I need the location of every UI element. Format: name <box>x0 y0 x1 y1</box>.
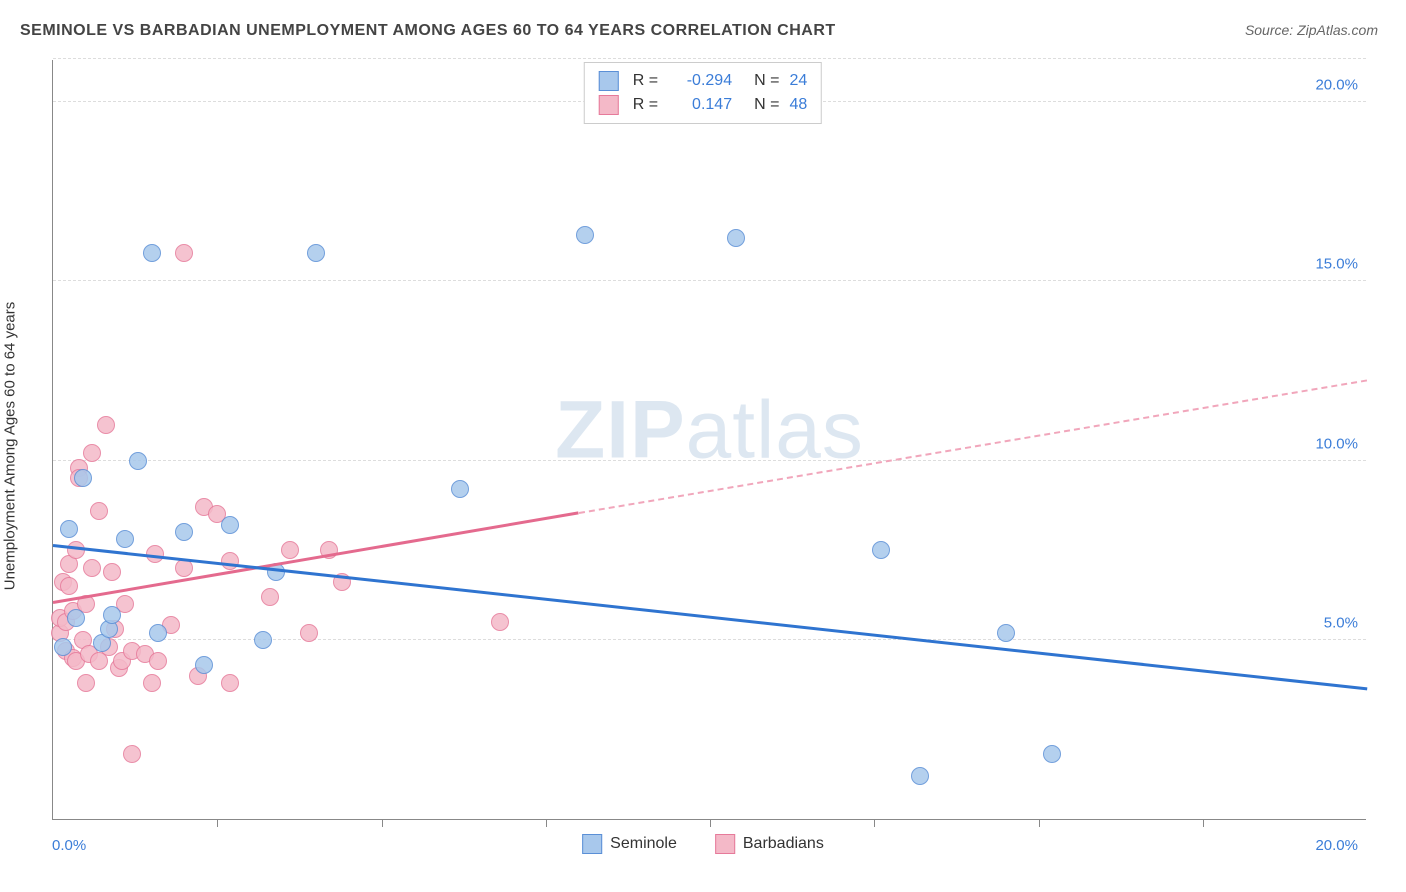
n-label: N = <box>754 96 779 114</box>
scatter-point <box>123 745 141 763</box>
r-value-seminole: -0.294 <box>668 72 732 90</box>
scatter-point <box>300 624 318 642</box>
scatter-point <box>143 244 161 262</box>
watermark-light: atlas <box>686 384 864 475</box>
legend-item-seminole: Seminole <box>582 834 677 854</box>
scatter-chart: ZIPatlas 5.0% 10.0% 15.0% 20.0% <box>52 60 1366 820</box>
scatter-point <box>67 609 85 627</box>
gridline <box>53 58 1366 59</box>
watermark-bold: ZIP <box>555 384 686 475</box>
y-tick-label: 15.0% <box>1315 256 1358 273</box>
x-minor-tick <box>710 819 711 827</box>
scatter-point <box>149 652 167 670</box>
scatter-point <box>97 416 115 434</box>
n-label: N = <box>754 72 779 90</box>
trend-line <box>53 544 1367 690</box>
gridline <box>53 280 1366 281</box>
scatter-point <box>261 588 279 606</box>
y-tick-label: 10.0% <box>1315 435 1358 452</box>
scatter-point <box>727 229 745 247</box>
scatter-point <box>83 559 101 577</box>
r-label: R = <box>633 96 658 114</box>
trend-line <box>53 511 579 604</box>
legend-label: Barbadians <box>743 835 824 853</box>
legend-item-barbadians: Barbadians <box>715 834 824 854</box>
gridline <box>53 639 1366 640</box>
n-value-barbadians: 48 <box>789 96 807 114</box>
scatter-point <box>307 244 325 262</box>
scatter-point <box>281 541 299 559</box>
trend-line <box>578 380 1367 515</box>
scatter-point <box>54 638 72 656</box>
y-tick-label: 5.0% <box>1324 614 1358 631</box>
x-minor-tick <box>874 819 875 827</box>
scatter-point <box>103 606 121 624</box>
series-legend: Seminole Barbadians <box>582 834 824 854</box>
x-minor-tick <box>217 819 218 827</box>
x-axis-max-label: 20.0% <box>1315 837 1358 854</box>
scatter-point <box>221 674 239 692</box>
scatter-point <box>83 444 101 462</box>
source-attribution: Source: ZipAtlas.com <box>1245 22 1378 38</box>
y-axis-label: Unemployment Among Ages 60 to 64 years <box>2 302 19 591</box>
scatter-point <box>451 480 469 498</box>
scatter-point <box>143 674 161 692</box>
scatter-point <box>997 624 1015 642</box>
correlation-legend-row: R = -0.294 N = 24 <box>599 69 807 93</box>
x-minor-tick <box>1203 819 1204 827</box>
gridline <box>53 460 1366 461</box>
r-value-barbadians: 0.147 <box>668 96 732 114</box>
scatter-point <box>74 469 92 487</box>
scatter-point <box>60 520 78 538</box>
scatter-point <box>103 563 121 581</box>
watermark: ZIPatlas <box>555 383 864 477</box>
legend-label: Seminole <box>610 835 677 853</box>
scatter-point <box>254 631 272 649</box>
scatter-point <box>221 552 239 570</box>
scatter-point <box>576 226 594 244</box>
scatter-point <box>90 502 108 520</box>
correlation-legend: R = -0.294 N = 24 R = 0.147 N = 48 <box>584 62 822 124</box>
r-label: R = <box>633 72 658 90</box>
scatter-point <box>491 613 509 631</box>
n-value-seminole: 24 <box>789 72 807 90</box>
legend-swatch-seminole <box>599 71 619 91</box>
chart-title: SEMINOLE VS BARBADIAN UNEMPLOYMENT AMONG… <box>20 22 836 40</box>
scatter-point <box>221 516 239 534</box>
scatter-point <box>129 452 147 470</box>
x-minor-tick <box>382 819 383 827</box>
x-minor-tick <box>546 819 547 827</box>
legend-swatch-barbadians <box>715 834 735 854</box>
scatter-point <box>1043 745 1061 763</box>
scatter-point <box>872 541 890 559</box>
scatter-point <box>175 523 193 541</box>
correlation-legend-row: R = 0.147 N = 48 <box>599 93 807 117</box>
scatter-point <box>195 656 213 674</box>
scatter-point <box>60 577 78 595</box>
legend-swatch-seminole <box>582 834 602 854</box>
scatter-point <box>175 244 193 262</box>
scatter-point <box>149 624 167 642</box>
x-axis-min-label: 0.0% <box>52 837 86 854</box>
x-minor-tick <box>1039 819 1040 827</box>
scatter-point <box>116 530 134 548</box>
legend-swatch-barbadians <box>599 95 619 115</box>
scatter-point <box>911 767 929 785</box>
scatter-point <box>77 674 95 692</box>
y-tick-label: 20.0% <box>1315 77 1358 94</box>
